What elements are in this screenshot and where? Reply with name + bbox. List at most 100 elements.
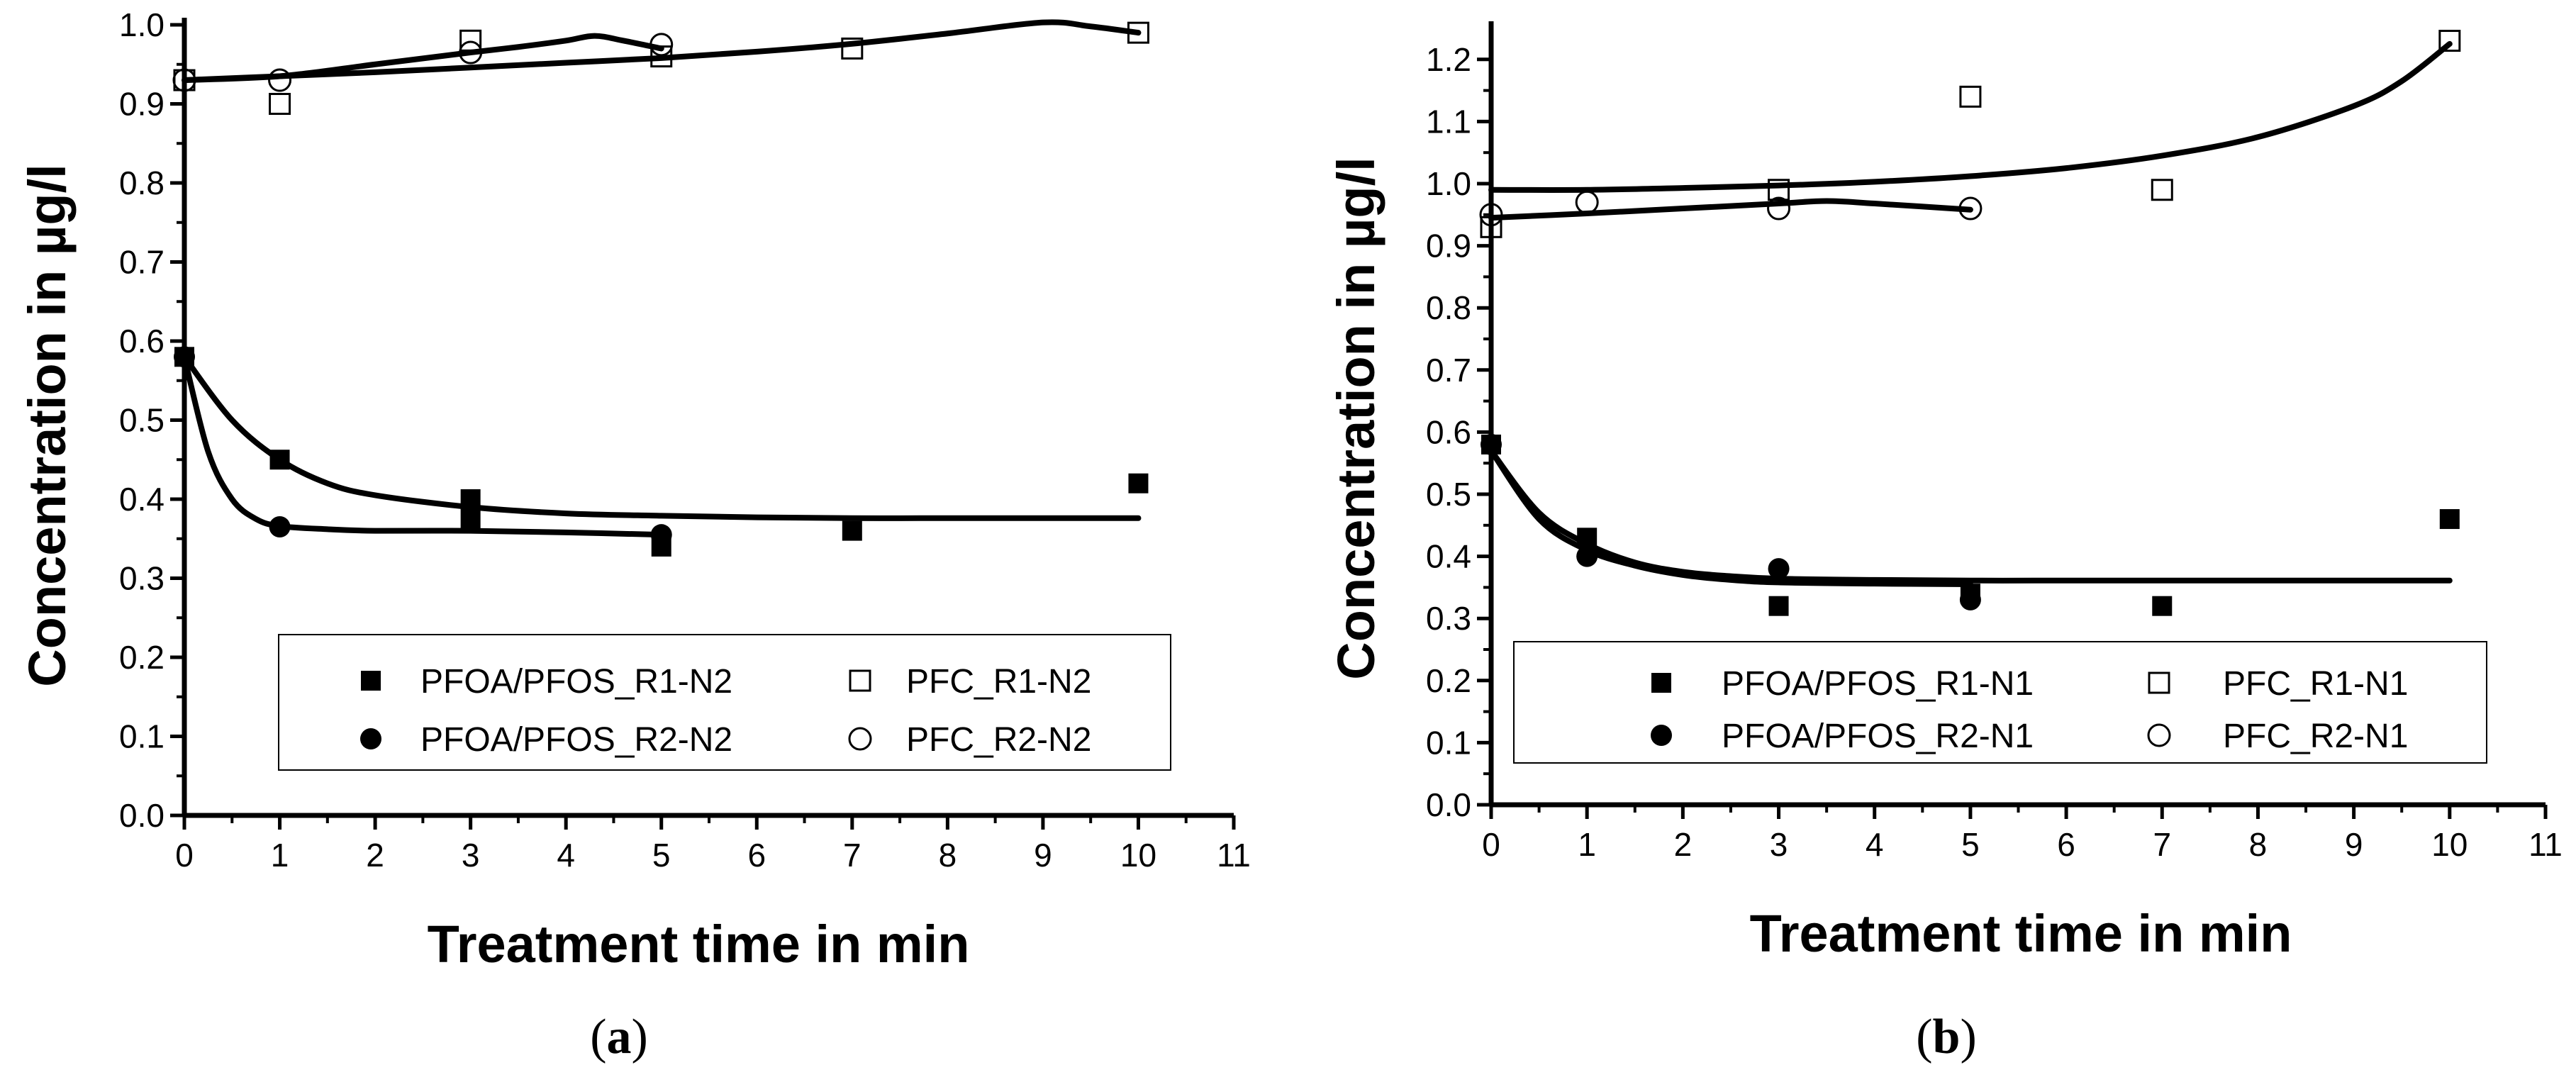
data-point-open-circle	[2147, 723, 2171, 747]
data-point-filled-square	[1128, 473, 1149, 494]
y-tick-label: 0.7	[119, 244, 165, 281]
legend-label: PFOA/PFOS_R1-N1	[1722, 665, 2034, 703]
fit-curve	[182, 19, 1142, 84]
y-tick-label: 0.8	[1426, 289, 1471, 326]
fit-curve	[182, 33, 664, 84]
fit-curve	[1488, 447, 1973, 588]
x-tick-label: 4	[557, 837, 575, 874]
panel-label-close-paren-a: )	[632, 1010, 648, 1064]
data-point-open-square	[2148, 671, 2170, 694]
panel-label-open-paren-a: (	[590, 1010, 606, 1064]
legend-label: PFOA/PFOS_R2-N2	[420, 721, 732, 759]
legend-label: PFC_R2-N1	[2223, 718, 2408, 755]
legend-label: PFC_R1-N1	[2223, 665, 2408, 703]
fit-curve	[182, 354, 1142, 521]
legend-a: PFOA/PFOS_R1-N2 PFC_R1-N2 PFOA/PFOS_R2-N2 P…	[278, 634, 1171, 771]
panel-label-open-paren-b: (	[1916, 1010, 1932, 1064]
data-point-filled-square	[460, 489, 481, 509]
y-tick-label: 1.2	[1426, 41, 1471, 78]
legend-label: PFOA/PFOS_R2-N1	[1722, 718, 2034, 755]
data-point-open-circle	[172, 68, 196, 92]
data-point-filled-square	[1768, 596, 1789, 616]
y-tick-label: 0.4	[1426, 538, 1471, 575]
y-tick-label: 0.2	[119, 639, 165, 676]
legend-b: PFOA/PFOS_R1-N1 PFC_R1-N1 PFOA/PFOS_R2-N1 P…	[1513, 641, 2487, 764]
y-tick-label: 0.2	[1426, 662, 1471, 699]
x-tick-label: 1	[1578, 826, 1596, 863]
data-point-filled-square	[2439, 509, 2460, 530]
x-tick-label: 2	[1674, 826, 1693, 863]
x-tick-label: 10	[2431, 826, 2468, 863]
data-point-open-square	[1480, 216, 1502, 238]
x-axis-title-a: Treatment time in min	[428, 915, 970, 974]
data-point-filled-square	[842, 520, 862, 541]
legend-box	[278, 634, 1171, 771]
y-tick-label: 1.0	[119, 6, 165, 43]
y-tick-label: 0.9	[119, 86, 165, 123]
x-tick-label: 11	[2528, 826, 2563, 863]
x-tick-label: 3	[1770, 826, 1788, 863]
data-point-open-square	[1768, 179, 1790, 201]
y-tick-label: 0.1	[119, 718, 165, 755]
y-tick-label: 1.0	[1426, 165, 1471, 202]
data-point-open-square	[269, 93, 291, 115]
panel-label-letter-a: a	[607, 1010, 632, 1064]
data-point-filled-circle	[360, 728, 381, 749]
data-point-open-square	[2151, 179, 2173, 201]
data-point-filled-square	[1651, 673, 1671, 693]
fit-curve	[182, 354, 664, 538]
panel-label-b: (b)	[1916, 1010, 1977, 1064]
y-tick-label: 0.6	[119, 323, 165, 359]
y-tick-label: 1.1	[1426, 103, 1471, 140]
panel-label-a: (a)	[590, 1010, 648, 1064]
y-tick-label: 0.6	[1426, 413, 1471, 450]
data-point-open-circle	[1958, 196, 1983, 221]
x-tick-label: 5	[1961, 826, 1980, 863]
x-tick-label: 9	[1034, 837, 1052, 874]
y-tick-label: 0.1	[1426, 724, 1471, 761]
legend-label: PFC_R2-N2	[906, 721, 1091, 759]
data-point-open-square	[459, 29, 482, 52]
x-tick-label: 2	[366, 837, 384, 874]
data-point-filled-circle	[1959, 589, 1981, 610]
y-tick-label: 0.0	[1426, 786, 1471, 823]
x-tick-label: 1	[271, 837, 289, 874]
chart-panel-a: 0 1 2 3 4 5 6 7 8 9 10 11 0.0 0.1 0.2 0.3 0.4 0.5 0.6 0.7 0.…	[18, 6, 1251, 1064]
x-tick-label: 5	[652, 837, 671, 874]
data-point-filled-circle	[269, 516, 291, 538]
data-point-open-square	[650, 45, 673, 68]
data-point-filled-circle	[1768, 558, 1790, 580]
plot-area-a: 0 1 2 3 4 5 6 7 8 9 10 11 0.0 0.1 0.2 0.3 0.4 0.5 0.6 0.7 0.…	[119, 6, 1251, 874]
data-point-open-square	[849, 669, 871, 692]
x-tick-label: 6	[747, 837, 766, 874]
data-point-filled-square	[1577, 528, 1598, 548]
x-tick-label: 8	[939, 837, 957, 874]
fit-curve	[1488, 40, 2453, 193]
legend-label: PFOA/PFOS_R1-N2	[420, 663, 732, 701]
y-tick-label: 0.5	[1426, 476, 1471, 513]
x-tick-label: 3	[462, 837, 480, 874]
fit-curve	[1488, 198, 1973, 221]
y-axis-title-a: Concentration in µg/l	[18, 164, 77, 686]
x-tick-label: 7	[843, 837, 862, 874]
x-tick-label: 0	[1482, 826, 1500, 863]
data-point-open-square	[841, 37, 864, 60]
x-tick-label: 8	[2249, 826, 2268, 863]
y-tick-label: 0.3	[1426, 600, 1471, 637]
data-point-filled-square	[460, 508, 481, 529]
x-tick-label: 6	[2057, 826, 2075, 863]
y-tick-label: 0.5	[119, 402, 165, 439]
x-axis-title-b: Treatment time in min	[1750, 904, 2292, 963]
y-tick-label: 0.8	[119, 165, 165, 201]
x-tick-label: 11	[1217, 837, 1251, 874]
panel-label-close-paren-b: )	[1960, 1010, 1976, 1064]
y-tick-label: 0.7	[1426, 352, 1471, 389]
data-point-open-circle	[1575, 190, 1599, 214]
x-tick-label: 9	[2345, 826, 2363, 863]
x-tick-label: 4	[1866, 826, 1884, 863]
y-tick-label: 0.3	[119, 560, 165, 597]
y-tick-label: 0.4	[119, 481, 165, 518]
legend-box	[1513, 641, 2487, 764]
data-point-open-circle	[459, 40, 483, 65]
